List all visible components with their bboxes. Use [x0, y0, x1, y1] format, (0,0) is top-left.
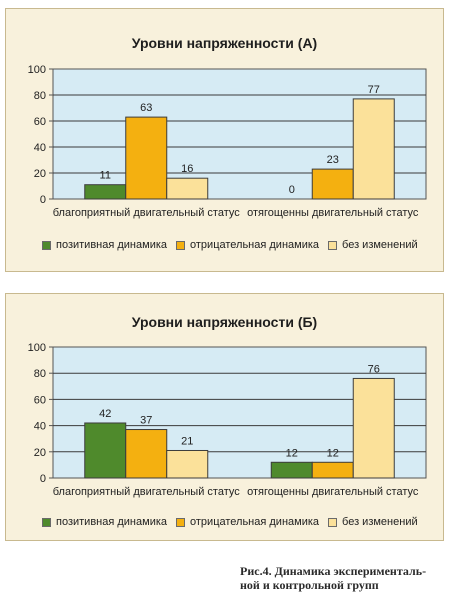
bar	[311, 168, 354, 200]
bar	[311, 461, 354, 479]
y-tick-label: 20	[34, 168, 46, 180]
chart-b-svg: 0 20 40 60 80 100 42 37 21 благоприятный двигател…	[28, 342, 427, 498]
legend: позитивная динамика отрицательная динами…	[42, 516, 439, 528]
chart-title: Уровни напряженности (Б)	[131, 314, 318, 330]
legend-swatch-positive	[42, 240, 51, 250]
bar	[166, 177, 209, 200]
figure-caption: Рис.4. Динамика эксперименталь- ной и ко…	[240, 564, 445, 592]
legend-item-positive: позитивная динамика	[42, 516, 167, 528]
legend-swatch-nochange	[328, 517, 338, 527]
y-tick-label: 80	[34, 368, 46, 380]
y-tick-label: 80	[34, 90, 46, 102]
y-tick-label: 0	[40, 473, 46, 485]
data-label: 63	[140, 102, 152, 114]
legend-label: без изменений	[342, 516, 418, 528]
data-label: 42	[99, 408, 111, 420]
caption-line-2: ной и контрольной групп	[240, 578, 379, 592]
legend-item-nochange: без изменений	[328, 516, 418, 528]
bar	[125, 116, 168, 200]
category-label: отягощенны двигательный статус	[247, 486, 419, 498]
y-tick-label: 60	[34, 116, 46, 128]
data-label: 12	[286, 447, 298, 459]
data-label: 23	[327, 154, 339, 166]
legend-label: без изменений	[342, 239, 418, 251]
data-label: 76	[368, 363, 380, 375]
legend-swatch-positive	[42, 517, 51, 527]
legend-item-positive: позитивная динамика	[42, 239, 167, 251]
legend-item-negative: отрицательная динамика	[176, 239, 319, 251]
bar	[352, 377, 395, 479]
y-tick-label: 40	[34, 421, 46, 433]
category-label: благоприятный двигательный статус	[53, 486, 241, 498]
data-label: 11	[100, 170, 111, 182]
chart-panel-b: Уровни напряженности (Б) 0 20 40 60 80 100 42 3…	[5, 293, 444, 541]
legend-swatch-negative	[176, 517, 186, 527]
legend-swatch-nochange	[328, 240, 338, 250]
y-tick-label: 60	[34, 394, 46, 406]
chart-panel-a: Уровни напряженности (А) 0 20 40 60 80 100 11 6…	[5, 8, 444, 272]
chart-title: Уровни напряженности (А)	[131, 35, 318, 51]
category-label: отягощенны двигательный статус	[247, 207, 419, 219]
legend-label: позитивная динамика	[56, 239, 168, 251]
legend-item-nochange: без изменений	[328, 239, 418, 251]
bar	[270, 461, 313, 479]
data-label: 12	[327, 447, 339, 459]
data-label: 21	[181, 435, 193, 447]
y-tick-label: 40	[34, 142, 46, 154]
legend: позитивная динамика отрицательная динами…	[42, 239, 439, 251]
data-label: 77	[368, 84, 380, 96]
y-tick-label: 100	[28, 64, 46, 76]
legend-swatch-negative	[176, 240, 186, 250]
bar	[166, 449, 209, 479]
bar	[84, 422, 127, 479]
legend-item-negative: отрицательная динамика	[176, 516, 319, 528]
category-label: благоприятный двигательный статус	[53, 207, 241, 219]
y-tick-label: 0	[40, 194, 46, 206]
legend-label: позитивная динамика	[56, 516, 168, 528]
caption-line-1: Рис.4. Динамика эксперименталь-	[240, 564, 427, 578]
data-label: 16	[181, 163, 193, 175]
data-label: 0	[289, 184, 295, 196]
bar	[125, 429, 168, 479]
chart-a-svg: 0 20 40 60 80 100 11 63 16 благоприятный двигател…	[28, 64, 427, 219]
y-tick-label: 100	[28, 342, 46, 354]
bar	[352, 98, 395, 200]
y-tick-label: 20	[34, 447, 46, 459]
data-label: 37	[140, 415, 152, 427]
legend-label: отрицательная динамика	[190, 516, 320, 528]
bar	[84, 184, 127, 200]
legend-label: отрицательная динамика	[190, 239, 320, 251]
